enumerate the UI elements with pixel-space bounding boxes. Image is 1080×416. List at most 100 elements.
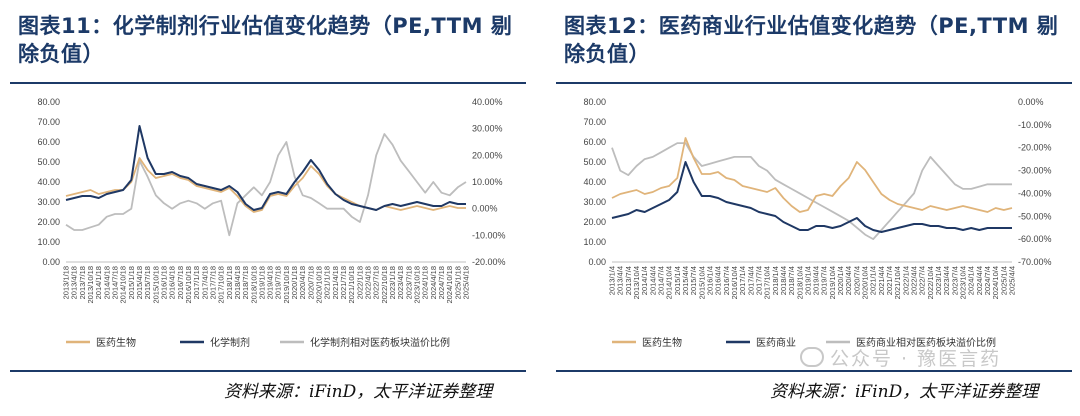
chart-title: 图表11：化学制剂行业估值变化趋势（PE,TTM 剔除负值） <box>18 14 513 66</box>
x-tick-label: 2020/4/4 <box>844 266 853 295</box>
x-tick-label: 2014/10/4 <box>665 266 674 299</box>
x-tick-label: 2019/1/18 <box>257 266 266 299</box>
x-tick-label: 2023/1/4 <box>934 266 943 295</box>
x-tick-label: 2019/4/18 <box>266 266 275 299</box>
y-right-tick-label: -60.00% <box>1018 234 1052 244</box>
x-tick-label: 2020/1/18 <box>290 266 299 299</box>
x-tick-label: 2021/4/18 <box>331 266 340 299</box>
x-tick-label: 2015/4/18 <box>135 266 144 299</box>
x-tick-label: 2016/4/18 <box>168 266 177 299</box>
x-tick-label: 2019/10/4 <box>828 266 837 299</box>
y-left-tick-label: 20.00 <box>583 217 606 227</box>
x-tick-label: 2022/10/18 <box>380 266 389 304</box>
y-left-tick-label: 0.00 <box>588 257 606 267</box>
x-tick-label: 2014/7/4 <box>656 266 665 295</box>
x-tick-label: 2020/7/18 <box>306 266 315 299</box>
x-tick-label: 2013/7/4 <box>624 266 633 295</box>
watermark: 公众号 · 豫医言药 <box>800 344 1001 371</box>
bottom-rule <box>556 370 1072 372</box>
y-right-tick-label: -20.00% <box>472 257 506 267</box>
y-right-tick-label: 10.00% <box>472 177 503 187</box>
x-tick-label: 2018/1/4 <box>771 266 780 295</box>
chart-panel-1: 图表11：化学制剂行业估值变化趋势（PE,TTM 剔除负值） 0.00 10.00… <box>10 0 534 416</box>
x-tick-label: 2018/4/4 <box>779 266 788 295</box>
x-tick-label: 2015/4/4 <box>681 266 690 295</box>
y-right-tick-label: 0.00% <box>472 204 498 214</box>
x-tick-label: 2014/1/4 <box>640 266 649 295</box>
x-tick-label: 2014/4/18 <box>102 266 111 299</box>
x-tick-label: 2017/1/4 <box>738 266 747 295</box>
x-tick-label: 2022/1/18 <box>355 266 364 299</box>
y-left-tick-label: 70.00 <box>37 117 60 127</box>
legend-label: 医药生物 <box>96 336 136 349</box>
x-tick-label: 2017/10/4 <box>763 266 772 299</box>
x-tick-label: 2021/1/18 <box>323 266 332 299</box>
x-tick-label: 2015/1/18 <box>127 266 136 299</box>
x-tick-label: 2020/10/18 <box>315 266 324 304</box>
y-left-tick-label: 10.00 <box>583 237 606 247</box>
legend-label: 化学制剂 <box>210 336 250 349</box>
x-tick-label: 2018/1/18 <box>225 266 234 299</box>
y-right-tick-label: -20.00% <box>1018 143 1052 153</box>
watermark-text: 公众号 · 豫医言药 <box>830 348 1002 370</box>
x-tick-label: 2014/1/18 <box>94 266 103 299</box>
x-tick-label: 2021/7/18 <box>339 266 348 299</box>
y-right-tick-label: 40.00% <box>472 97 503 107</box>
y-right-tick-label: 30.00% <box>472 124 503 134</box>
x-tick-label: 2025/1/18 <box>453 266 462 299</box>
x-tick-label: 2022/7/18 <box>372 266 381 299</box>
legend-label: 医药生物 <box>642 336 682 349</box>
x-tick-label: 2013/7/18 <box>78 266 87 299</box>
x-tick-label: 2019/7/18 <box>274 266 283 299</box>
wechat-icon <box>800 347 824 367</box>
x-tick-label: 2016/1/18 <box>159 266 168 299</box>
series-line <box>611 137 1013 213</box>
x-tick-label: 2023/1/18 <box>388 266 397 299</box>
x-tick-label: 2018/7/4 <box>787 266 796 295</box>
y-right-tick-label: -50.00% <box>1018 211 1052 221</box>
x-tick-label: 2021/7/4 <box>885 266 894 295</box>
y-left-tick-label: 80.00 <box>583 97 606 107</box>
y-left-tick-label: 20.00 <box>37 217 60 227</box>
x-tick-label: 2017/1/18 <box>192 266 201 299</box>
x-tick-label: 2023/7/4 <box>950 266 959 295</box>
x-tick-label: 2023/4/4 <box>942 266 951 295</box>
series-line <box>65 125 466 211</box>
x-tick-label: 2024/1/4 <box>967 266 976 295</box>
y-left-tick-label: 30.00 <box>37 197 60 207</box>
x-tick-label: 2021/10/18 <box>347 266 356 304</box>
series-line <box>611 142 1012 241</box>
legend-label: 医药商业相对医药板块溢价比例 <box>856 336 996 349</box>
x-tick-label: 2014/10/18 <box>119 266 128 304</box>
x-tick-label: 2015/7/18 <box>143 266 152 299</box>
y-left-tick-label: 40.00 <box>583 177 606 187</box>
x-tick-label: 2024/4/4 <box>975 266 984 295</box>
chart-panel-2: 图表12：医药商业行业估值变化趋势（PE,TTM 剔除负值） 0.00 10.00… <box>556 0 1080 416</box>
chart-2: 0.00 10.00 20.00 30.00 40.00 50.00 60.00 70.00 8… <box>583 97 1052 349</box>
x-tick-label: 2024/10/4 <box>991 266 1000 299</box>
bottom-rule <box>10 370 526 372</box>
x-tick-label: 2022/4/18 <box>364 266 373 299</box>
x-tick-label: 2024/1/18 <box>421 266 430 299</box>
x-tick-label: 2017/7/18 <box>208 266 217 299</box>
y-left-tick-label: 10.00 <box>37 237 60 247</box>
x-tick-label: 2020/1/4 <box>836 266 845 295</box>
x-tick-label: 2020/4/18 <box>298 266 307 299</box>
x-tick-label: 2020/7/4 <box>852 266 861 295</box>
x-tick-label: 2023/4/18 <box>396 266 405 299</box>
x-tick-label: 2013/1/4 <box>608 266 617 295</box>
x-tick-label: 2016/10/4 <box>730 266 739 299</box>
y-right-tick-label: 20.00% <box>472 150 503 160</box>
x-tick-label: 2025/4/18 <box>462 266 471 299</box>
y-left-tick-label: 30.00 <box>583 197 606 207</box>
x-tick-label: 2023/10/18 <box>413 266 422 304</box>
x-tick-label: 2023/7/18 <box>404 266 413 299</box>
y-right-tick-label: -30.00% <box>1018 166 1052 176</box>
y-left-tick-label: 60.00 <box>37 137 60 147</box>
x-tick-label: 2013/1/18 <box>62 266 71 299</box>
x-tick-label: 2016/4/4 <box>714 266 723 295</box>
y-right-tick-label: 0.00% <box>1018 97 1044 107</box>
x-tick-label: 2015/7/4 <box>689 266 698 295</box>
chart-1: 0.00 10.00 20.00 30.00 40.00 50.00 60.00 70.00 8… <box>37 97 506 349</box>
x-tick-label: 2022/10/4 <box>926 266 935 299</box>
